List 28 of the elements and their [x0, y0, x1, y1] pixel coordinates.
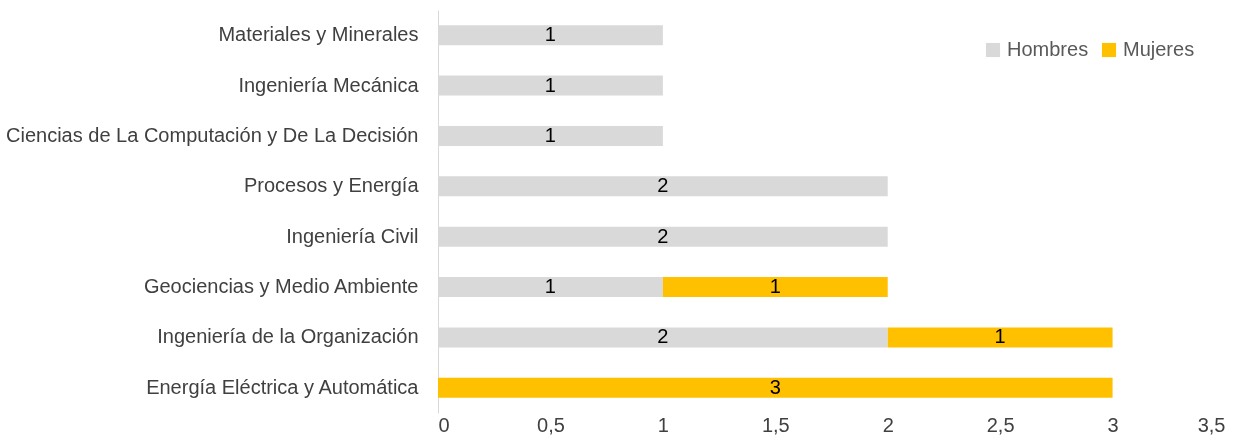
- x-tick-label: 3: [1107, 413, 1119, 436]
- y-tick-label: Procesos y Energía: [243, 174, 420, 197]
- x-tick-label: 1: [657, 413, 669, 436]
- legend-label: Mujeres: [1123, 38, 1195, 60]
- data-label: 3: [769, 375, 781, 398]
- x-tick-label: 0,5: [537, 413, 565, 436]
- data-label: 1: [544, 23, 556, 46]
- data-label: 2: [657, 224, 669, 247]
- data-label: 1: [544, 73, 556, 96]
- data-label: 1: [544, 123, 556, 146]
- data-label: 1: [994, 325, 1006, 348]
- data-label: 2: [657, 174, 669, 197]
- x-tick-label: 3,5: [1197, 413, 1226, 436]
- y-tick-label: Geociencias y Medio Ambiente: [143, 275, 419, 298]
- x-tick-label: 2: [882, 413, 894, 436]
- y-tick-label: Materiales y Minerales: [218, 23, 419, 46]
- y-tick-label: Ingeniería Mecánica: [238, 73, 420, 96]
- data-label: 2: [657, 325, 669, 348]
- x-tick-label: 2,5: [986, 413, 1015, 436]
- y-tick-label: Ingeniería Civil: [286, 224, 419, 247]
- x-tick-label: 0: [438, 413, 450, 436]
- y-tick-label: Ingeniería de la Organización: [157, 325, 419, 348]
- data-label: 1: [544, 275, 556, 298]
- y-tick-label: Ciencias de La Computación y De La Decisión: [6, 123, 419, 146]
- data-label: 1: [769, 275, 781, 298]
- legend-label: Hombres: [1007, 38, 1089, 60]
- y-tick-label: Energía Eléctrica y Automática: [146, 375, 420, 398]
- x-tick-label: 1,5: [761, 413, 790, 436]
